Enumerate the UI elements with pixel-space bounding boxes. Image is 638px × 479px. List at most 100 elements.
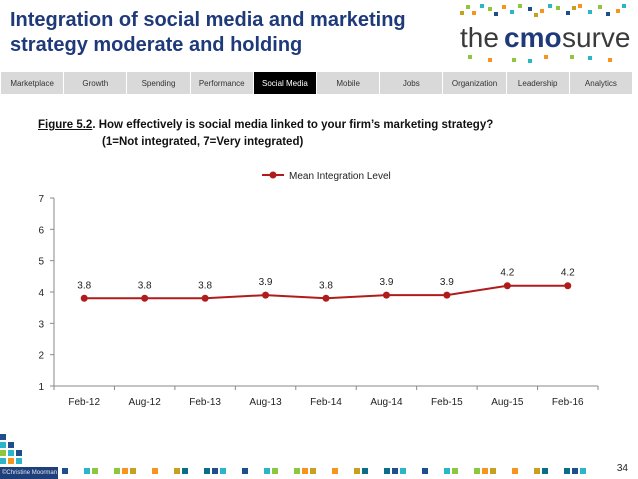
y-tick-label: 2 bbox=[38, 351, 44, 362]
legend-label: Mean Integration Level bbox=[289, 171, 391, 182]
decor-square bbox=[0, 450, 6, 456]
decor-square bbox=[444, 468, 450, 474]
tab-performance[interactable]: Performance bbox=[190, 72, 253, 94]
data-label: 3.9 bbox=[259, 277, 273, 288]
decor-square bbox=[92, 468, 98, 474]
logo-text-the: the bbox=[460, 22, 499, 53]
decor-square bbox=[8, 450, 14, 456]
decor-square bbox=[384, 468, 390, 474]
decor-square bbox=[542, 468, 548, 474]
data-point bbox=[201, 294, 209, 302]
decor-square bbox=[0, 434, 6, 440]
slide-title: Integration of social media and marketin… bbox=[10, 8, 450, 58]
data-label: 4.2 bbox=[561, 268, 575, 279]
x-tick-label: Aug-14 bbox=[370, 397, 403, 408]
decor-square bbox=[452, 468, 458, 474]
data-point bbox=[262, 291, 270, 299]
x-tick-label: Aug-15 bbox=[491, 397, 524, 408]
tab-leadership[interactable]: Leadership bbox=[506, 72, 569, 94]
x-tick-label: Feb-15 bbox=[431, 397, 463, 408]
decor-square bbox=[580, 468, 586, 474]
decor-square bbox=[204, 468, 210, 474]
data-label: 3.8 bbox=[198, 280, 212, 291]
decor-square bbox=[422, 468, 428, 474]
decor-square bbox=[534, 468, 540, 474]
data-point bbox=[443, 291, 451, 299]
page-number: 34 bbox=[616, 463, 628, 474]
figure-scale-note: (1=Not integrated, 7=Very integrated) bbox=[102, 136, 304, 148]
data-label: 4.2 bbox=[500, 268, 514, 279]
data-point bbox=[564, 282, 572, 290]
data-label: 3.8 bbox=[319, 280, 333, 291]
line-chart: 1 2 3 4 5 6 7 Feb-12 Aug-12 Feb-13 Aug-13 Feb-14 Aug… bbox=[38, 171, 599, 408]
y-tick-label: 6 bbox=[38, 225, 44, 236]
tab-growth[interactable]: Growth bbox=[64, 72, 127, 94]
slide-title-line2: strategy moderate and holding bbox=[10, 34, 303, 56]
decor-square bbox=[572, 468, 578, 474]
data-point bbox=[503, 282, 511, 290]
decor-square bbox=[16, 458, 22, 464]
x-tick-label: Feb-12 bbox=[68, 397, 100, 408]
logo-text-survey: survey bbox=[562, 22, 630, 53]
legend-marker bbox=[269, 171, 277, 179]
decor-square bbox=[8, 442, 14, 448]
logo-text-cmo: cmo bbox=[504, 22, 562, 53]
data-point bbox=[80, 294, 88, 302]
data-label: 3.9 bbox=[440, 277, 454, 288]
decor-square bbox=[512, 468, 518, 474]
x-tick-label: Feb-14 bbox=[310, 397, 342, 408]
figure-number: Figure 5.2 bbox=[38, 119, 93, 131]
decor-square bbox=[8, 458, 14, 464]
figure-question: . How effectively is social media linked… bbox=[92, 119, 494, 131]
decor-square bbox=[310, 468, 316, 474]
decor-square bbox=[392, 468, 398, 474]
section-nav: Marketplace Growth Spending Performance Soci… bbox=[1, 72, 633, 94]
decor-square bbox=[490, 468, 496, 474]
decor-square bbox=[302, 468, 308, 474]
decor-square bbox=[564, 468, 570, 474]
decor-square bbox=[242, 468, 248, 474]
data-label: 3.8 bbox=[77, 280, 91, 291]
x-tick-label: Aug-12 bbox=[129, 397, 162, 408]
decor-square bbox=[354, 468, 360, 474]
decor-square bbox=[174, 468, 180, 474]
x-tick-label: Aug-13 bbox=[249, 397, 282, 408]
y-tick-label: 3 bbox=[38, 319, 44, 330]
decor-square bbox=[220, 468, 226, 474]
slide-title-line1: Integration of social media and marketin… bbox=[10, 9, 406, 31]
tab-social-media[interactable]: Social Media bbox=[253, 72, 317, 94]
figure-caption: Figure 5.2. How effectively is social me… bbox=[38, 117, 493, 151]
decor-square bbox=[62, 468, 68, 474]
decor-square bbox=[294, 468, 300, 474]
tab-marketplace[interactable]: Marketplace bbox=[1, 72, 64, 94]
data-point bbox=[382, 291, 390, 299]
decorative-squares bbox=[0, 434, 586, 474]
x-tick-label: Feb-16 bbox=[552, 397, 584, 408]
data-point bbox=[322, 294, 330, 302]
tab-jobs[interactable]: Jobs bbox=[380, 72, 443, 94]
x-tick-label: Feb-13 bbox=[189, 397, 221, 408]
decor-square bbox=[0, 442, 6, 448]
decor-square bbox=[114, 468, 120, 474]
decor-square bbox=[212, 468, 218, 474]
decor-square bbox=[482, 468, 488, 474]
y-tick-label: 4 bbox=[38, 288, 44, 299]
data-label: 3.9 bbox=[379, 277, 393, 288]
data-point bbox=[141, 294, 149, 302]
tab-organization[interactable]: Organization bbox=[443, 72, 506, 94]
decor-square bbox=[264, 468, 270, 474]
tab-spending[interactable]: Spending bbox=[127, 72, 190, 94]
decor-square bbox=[182, 468, 188, 474]
decor-square bbox=[474, 468, 480, 474]
copyright-credit: ©Christine Moorman bbox=[0, 467, 58, 479]
decor-square bbox=[332, 468, 338, 474]
cmo-survey-logo: the cmo survey bbox=[460, 4, 630, 63]
tab-mobile[interactable]: Mobile bbox=[317, 72, 380, 94]
decor-square bbox=[84, 468, 90, 474]
decor-square bbox=[0, 458, 6, 464]
decor-square bbox=[152, 468, 158, 474]
y-tick-label: 7 bbox=[38, 194, 44, 205]
decor-square bbox=[400, 468, 406, 474]
decor-square bbox=[122, 468, 128, 474]
tab-analytics[interactable]: Analytics bbox=[569, 72, 633, 94]
